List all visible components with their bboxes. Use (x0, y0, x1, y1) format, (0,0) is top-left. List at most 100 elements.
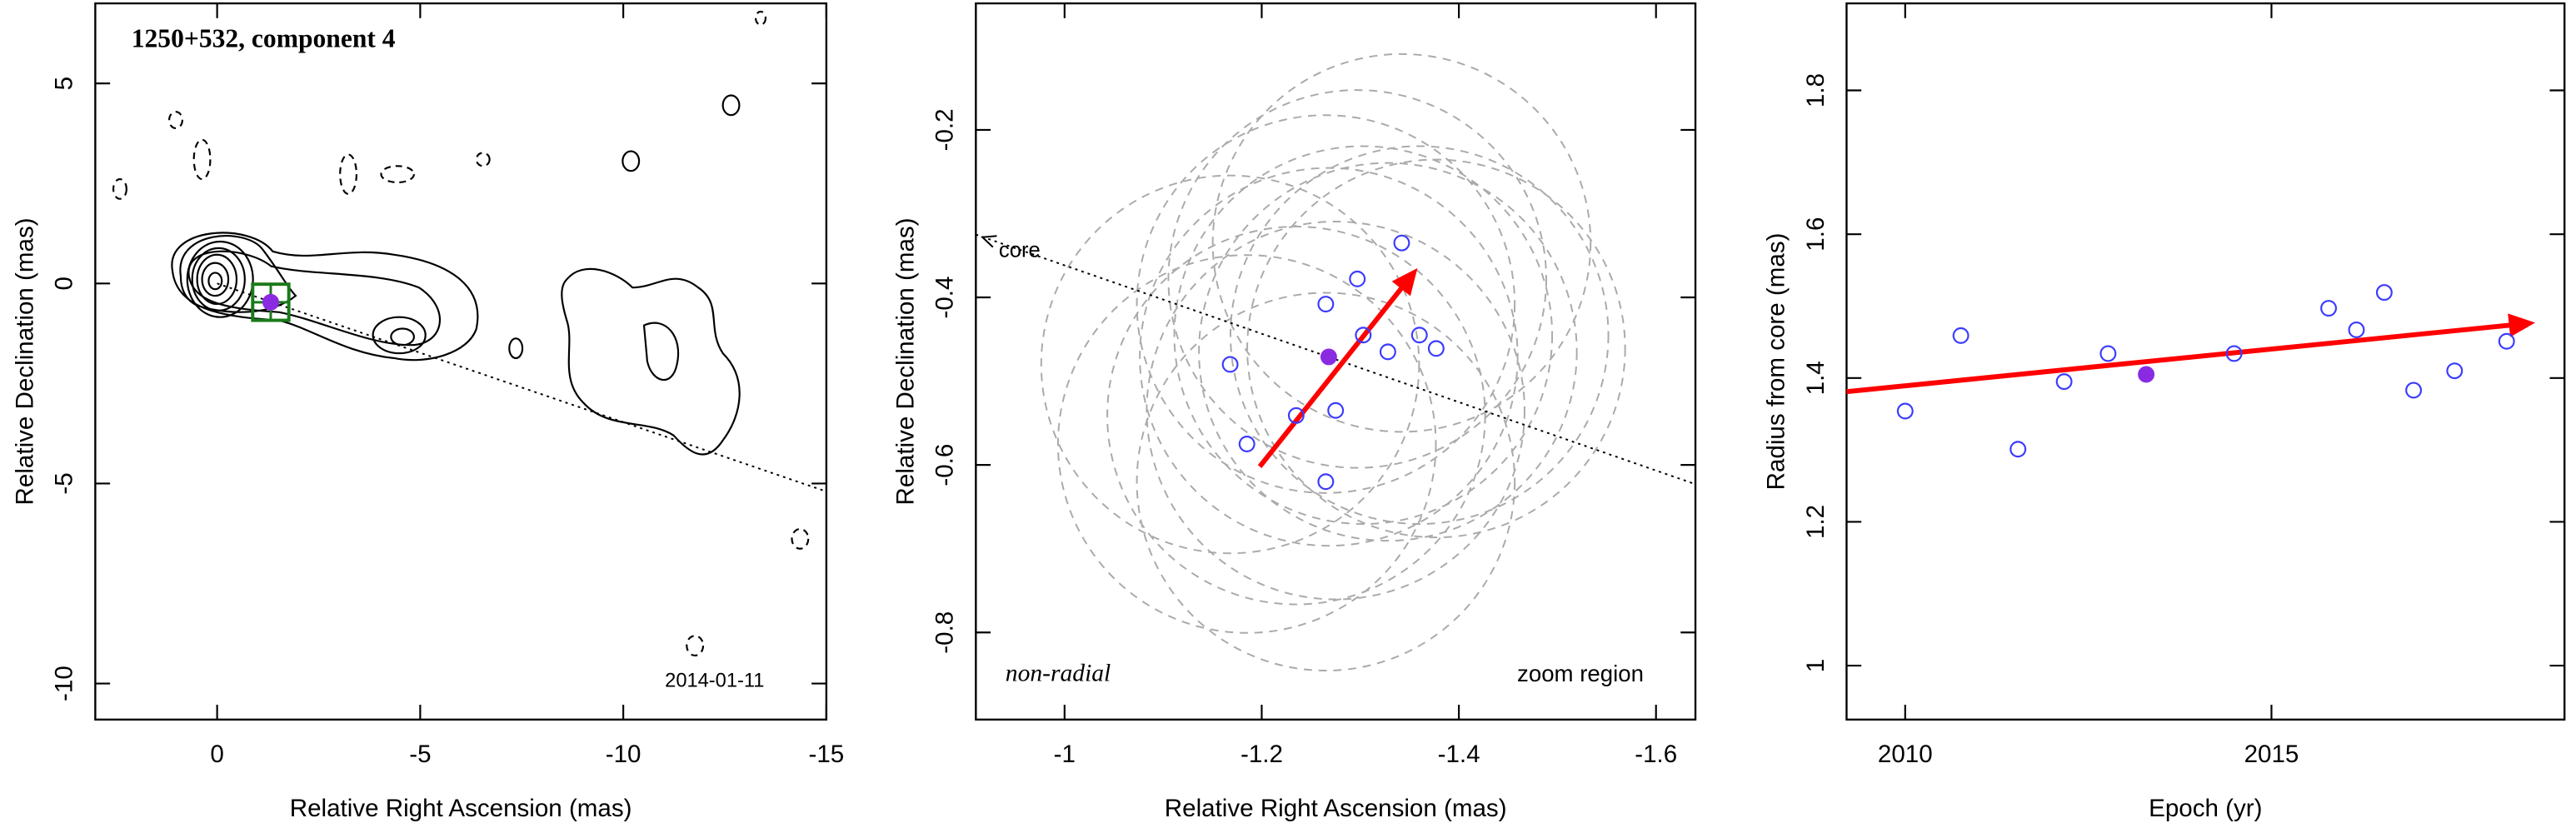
data-point (2225, 345, 2243, 362)
data-point (1952, 327, 1969, 344)
data-point (2099, 345, 2117, 362)
x-tick-label: -10 (606, 741, 642, 768)
plot-frame (1845, 2, 2566, 721)
data-point (2375, 284, 2393, 302)
data-point (1317, 473, 1335, 491)
x-axis-label: Relative Right Ascension (mas) (290, 795, 632, 822)
x-tick-label: 0 (210, 741, 223, 768)
jet-axis (217, 282, 826, 492)
contour (390, 327, 416, 347)
data-point (1896, 402, 1914, 420)
y-tick-label: -5 (51, 472, 78, 494)
x-axis-label: Relative Right Ascension (mas) (1165, 795, 1507, 822)
contour (207, 272, 223, 291)
epoch-label: 2014-01-11 (665, 671, 764, 692)
jet-axis (976, 233, 1696, 486)
position-error (1106, 226, 1486, 606)
arrow-head (980, 235, 997, 248)
data-point (262, 293, 279, 311)
panel-title: 1250+532, component 4 (132, 24, 396, 53)
data-point (1427, 340, 1445, 357)
position-error (1246, 158, 1626, 539)
data-point (1238, 436, 1256, 452)
contour (561, 267, 741, 456)
plot-frame (975, 2, 1697, 721)
negative-contour (755, 10, 767, 26)
y-axis-label: Relative Declination (mas) (11, 217, 38, 505)
position-error (1139, 167, 1519, 547)
position-error (1136, 292, 1516, 671)
position-error (1198, 162, 1578, 542)
negative-contour (339, 153, 357, 195)
x-tick-label: 2010 (1878, 741, 1933, 768)
x-tick-label: -1 (1054, 741, 1076, 768)
data-point (1221, 356, 1239, 373)
contour (622, 150, 641, 172)
x-tick-label: -5 (409, 741, 431, 768)
x-tick-label: -1.4 (1438, 741, 1480, 768)
position-error (1040, 174, 1420, 555)
plot-area (1846, 284, 2536, 458)
x-axis-label: Epoch (yr) (2149, 795, 2262, 822)
y-tick-label: -0.2 (931, 108, 959, 151)
data-point (2320, 300, 2338, 317)
motion-arrow (1846, 322, 2519, 395)
y-tick-label: -0.4 (931, 277, 959, 319)
negative-contour (791, 527, 810, 550)
data-point (1287, 407, 1305, 424)
position-error (1056, 254, 1437, 634)
data-point (2009, 441, 2027, 458)
annotation: zoom region (1517, 661, 1644, 686)
position-error (1211, 52, 1592, 433)
y-tick-label: 1.4 (1802, 361, 1830, 395)
data-point (2446, 362, 2464, 380)
y-tick-label: 1.2 (1802, 505, 1830, 539)
negative-contour (475, 152, 491, 167)
position-error (1167, 89, 1547, 469)
y-tick-label: -0.6 (931, 444, 959, 486)
position-error (1173, 145, 1554, 526)
data-point (1410, 327, 1428, 344)
y-axis-label: Relative Declination (mas) (891, 217, 919, 505)
data-point (2405, 382, 2423, 399)
y-tick-label: -0.8 (931, 611, 959, 654)
annotation: non-radial (1006, 660, 1111, 686)
position-error (1146, 221, 1525, 601)
data-point (1317, 296, 1335, 313)
y-tick-label: 5 (51, 77, 78, 90)
contour (186, 240, 254, 318)
contour (187, 250, 441, 347)
data-point (1393, 234, 1410, 252)
plot-area (976, 52, 1696, 671)
contour (372, 316, 427, 355)
data-point (2348, 322, 2365, 338)
contour-map (112, 10, 810, 657)
data-point (1320, 348, 1337, 366)
negative-contour (168, 111, 183, 130)
position-error (1229, 145, 1610, 526)
data-point (2055, 373, 2073, 391)
data-point (2138, 366, 2155, 383)
negative-contour (380, 165, 416, 184)
negative-contour (686, 635, 705, 657)
data-point (1379, 343, 1396, 361)
x-tick-label: -1.6 (1635, 741, 1677, 768)
contour (201, 262, 230, 297)
negative-contour (192, 138, 212, 181)
data-point (2498, 332, 2515, 350)
y-tick-label: -10 (51, 666, 78, 701)
arrow-head (1391, 267, 1418, 297)
x-tick-label: -1.2 (1241, 741, 1283, 768)
y-tick-label: 1.6 (1802, 217, 1830, 252)
x-tick-label: -15 (809, 741, 845, 768)
position-error (1136, 114, 1516, 494)
plot-frame (94, 2, 828, 721)
arrow-head (2508, 313, 2536, 337)
negative-contour (112, 177, 127, 200)
data-point (1355, 327, 1372, 344)
x-tick-label: 2015 (2244, 741, 2299, 768)
motion-arrow (1257, 279, 1410, 468)
contour (642, 322, 680, 382)
contour (508, 337, 524, 360)
